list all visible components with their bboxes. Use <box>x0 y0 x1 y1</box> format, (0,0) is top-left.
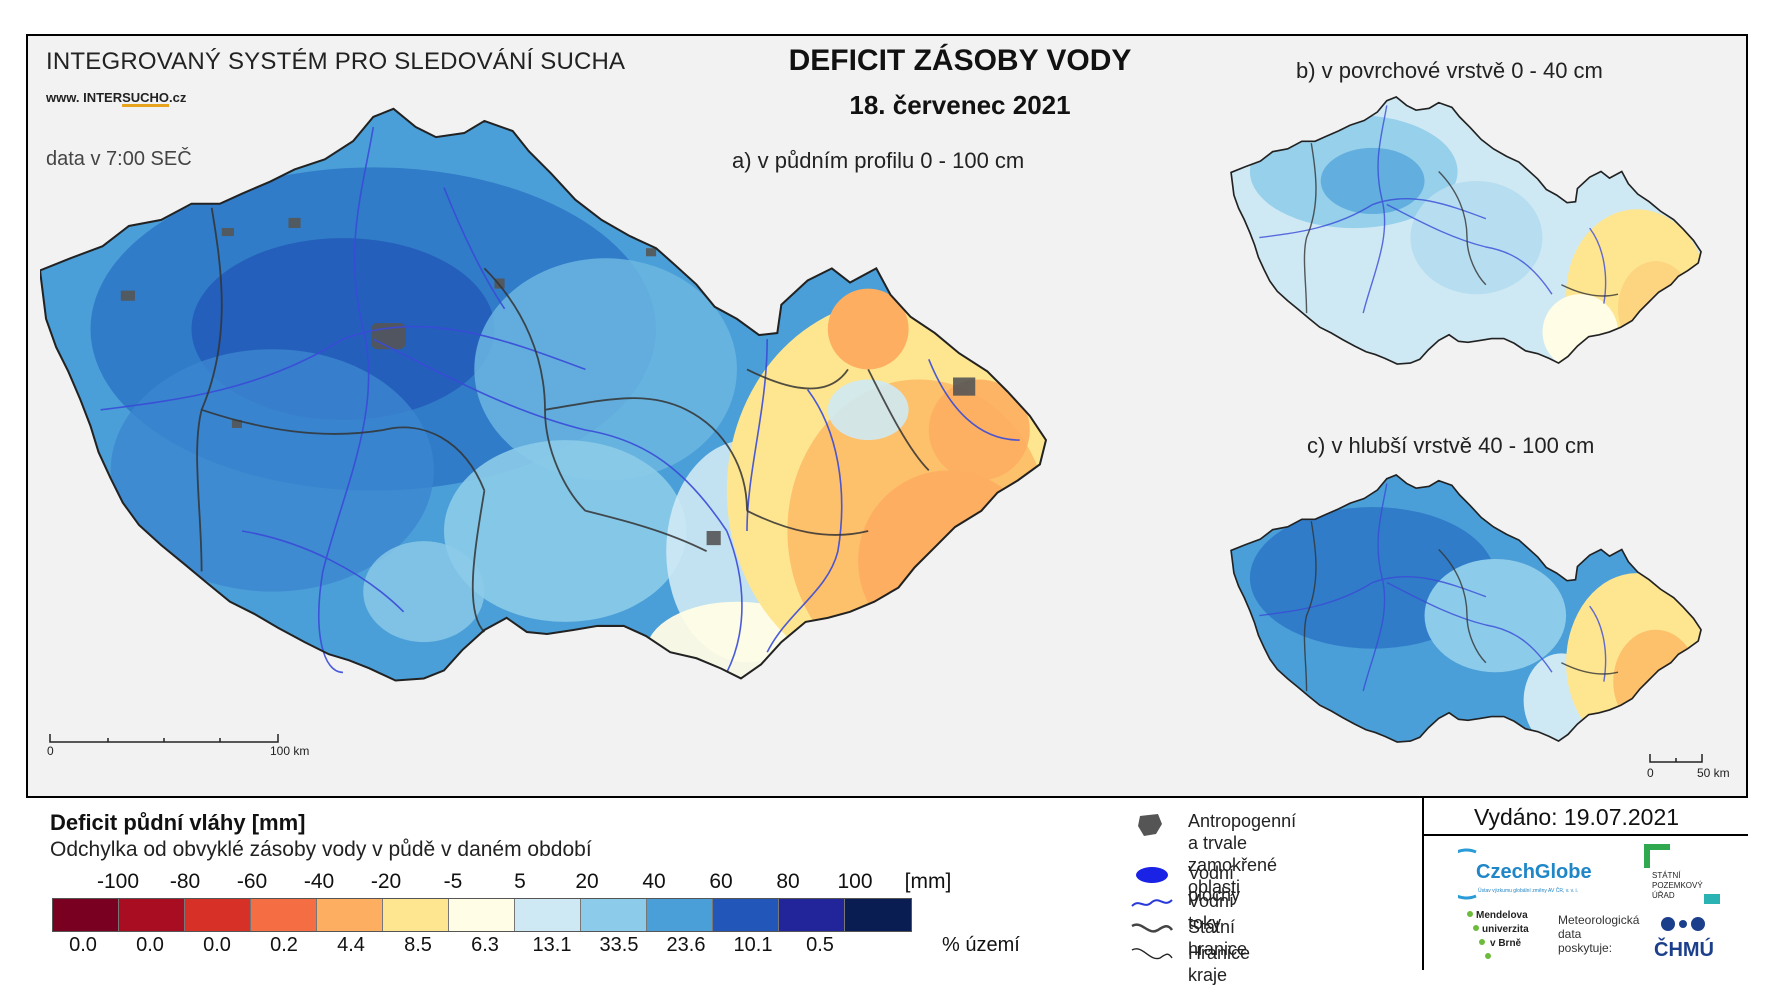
legend-color-swatch <box>581 899 647 931</box>
divider-horizontal <box>1422 834 1748 836</box>
map-a <box>40 107 1047 682</box>
legend-ticks: -100 -80 -60 -40 -20 -5 5 20 40 60 80 10… <box>52 870 982 898</box>
scale-bar-small <box>1649 754 1703 763</box>
svg-text:ČHMÚ: ČHMÚ <box>1654 937 1714 961</box>
river-icon <box>1130 890 1174 918</box>
legend-tick: 60 <box>709 870 733 893</box>
legend-tick: -20 <box>370 870 402 893</box>
svg-text:Mendelova: Mendelova <box>1476 910 1528 921</box>
scale-main-start: 0 <box>47 744 54 758</box>
mendelu-logo: Mendelova univerzita v Brně <box>1467 910 1529 959</box>
map-c-label: c) v hlubší vrstvě 40 - 100 cm <box>1307 433 1595 458</box>
legend-subtitle: Odchylka od obvyklé zásoby vody v půdě v… <box>50 838 592 861</box>
legend-tick: 40 <box>642 870 666 893</box>
issued-date: Vydáno: 19.07.2021 <box>1474 804 1680 830</box>
legend-panel <box>26 796 1748 970</box>
legend-row-region-border: Hranice kraje <box>1130 942 1250 986</box>
legend-row-river: Vodní toky <box>1130 890 1234 934</box>
legend-percentage: 0.0 <box>69 934 97 956</box>
legend-percentage: 13.1 <box>532 934 572 956</box>
legend-percentage: 23.6 <box>666 934 706 956</box>
legend-percentage: 0.0 <box>136 934 164 956</box>
legend-color-swatch <box>185 899 251 931</box>
divider-vertical <box>1422 796 1424 970</box>
scale-small-start: 0 <box>1647 766 1654 780</box>
spu-logo: STÁTNÍ POZEMKOVÝ ÚŘAD <box>1644 844 1720 904</box>
svg-text:poskytuje:: poskytuje: <box>1558 941 1612 955</box>
czechglobe-logo: CzechGlobe Ústav výzkumu globální změny … <box>1458 848 1592 900</box>
legend-percentage: 0.0 <box>203 934 231 956</box>
svg-text:Meteorologická: Meteorologická <box>1558 913 1640 927</box>
legend-color-swatch <box>845 899 911 931</box>
legend-color-swatch <box>251 899 317 931</box>
map-b-label: b) v povrchové vrstvě 0 - 40 cm <box>1296 58 1603 83</box>
scale-bar-main <box>49 734 279 743</box>
legend-percentage: 10.1 <box>733 934 773 956</box>
legend-percentage: 0.5 <box>806 934 834 956</box>
map-a-label: a) v půdním profilu 0 - 100 cm <box>732 148 1025 173</box>
legend-color-swatch <box>713 899 779 931</box>
legend-color-swatch <box>119 899 185 931</box>
legend-color-swatch <box>515 899 581 931</box>
map-b <box>1230 96 1702 365</box>
legend-color-swatch <box>779 899 845 931</box>
main-title: DEFICIT ZÁSOBY VODY <box>788 44 1132 77</box>
system-title: INTEGROVANÝ SYSTÉM PRO SLEDOVÁNÍ SUCHA <box>46 48 626 75</box>
legend-percentage: 6.3 <box>471 934 499 956</box>
legend-tick: 20 <box>575 870 599 893</box>
legend-row-water: Vodní plochy <box>1130 862 1240 906</box>
legend-river-label: Vodní toky <box>1188 891 1235 933</box>
legend-title: Deficit půdní vláhy [mm] <box>50 810 306 835</box>
legend-percentage: 4.4 <box>337 934 365 956</box>
region-border-icon <box>1130 942 1174 970</box>
legend-urban-label-2: zamokřené oblasti <box>1188 855 1278 897</box>
svg-text:POZEMKOVÝ: POZEMKOVÝ <box>1652 881 1703 890</box>
legend-urban-label-1: Antropogenní a trvale <box>1188 811 1297 853</box>
legend-row-state-border: Státní hranice <box>1130 916 1247 960</box>
state-border-icon <box>1130 916 1174 944</box>
svg-text:ÚŘAD: ÚŘAD <box>1652 891 1675 900</box>
legend-color-swatch <box>317 899 383 931</box>
svg-text:Ústav výzkumu globální změny A: Ústav výzkumu globální změny AV ČR, v. v… <box>1478 887 1578 894</box>
svg-text:v Brně: v Brně <box>1490 938 1522 949</box>
legend-state-border-label: Státní hranice <box>1188 917 1248 959</box>
svg-text:univerzita: univerzita <box>1482 924 1529 935</box>
percent-unit: % území <box>942 934 1020 956</box>
scale-small-end: 50 km <box>1697 766 1730 780</box>
legend-percentage: 33.5 <box>599 934 639 956</box>
map-c <box>1230 474 1702 743</box>
legend-tick: 100 <box>837 870 873 893</box>
legend-color-swatch <box>449 899 515 931</box>
legend-color-swatch <box>647 899 713 931</box>
legend-color-swatch <box>383 899 449 931</box>
data-time: data v 7:00 SEČ <box>46 148 192 170</box>
legend-tick: -40 <box>303 870 335 893</box>
website-link[interactable]: www. INTERSUCHO.cz <box>46 90 187 105</box>
legend-colorbar <box>52 898 912 932</box>
svg-text:data: data <box>1558 927 1582 941</box>
legend-percentage: 0.2 <box>270 934 298 956</box>
main-date: 18. červenec 2021 <box>849 90 1071 120</box>
legend-water-label: Vodní plochy <box>1188 863 1241 905</box>
legend-tick: -100 <box>96 870 140 893</box>
svg-text:STÁTNÍ: STÁTNÍ <box>1652 871 1681 880</box>
legend-tick: -60 <box>236 870 268 893</box>
urban-area-icon <box>1130 810 1174 838</box>
scale-main-end: 100 km <box>270 744 310 758</box>
legend-tick: 80 <box>776 870 800 893</box>
legend-row-urban: Antropogenní a trvale zamokřené oblasti <box>1130 810 1296 898</box>
water-body-icon <box>1130 862 1174 890</box>
legend-tick: -5 <box>443 870 463 893</box>
legend-region-border-label: Hranice kraje <box>1188 943 1251 985</box>
legend-tick: -80 <box>169 870 201 893</box>
legend-unit: [mm] <box>904 870 952 893</box>
legend-percentage: 8.5 <box>404 934 432 956</box>
chmu-logo: Meteorologická data poskytuje: ČHMÚ <box>1558 913 1714 961</box>
legend-color-swatch <box>53 899 119 931</box>
legend-tick: 5 <box>514 870 526 893</box>
svg-text:CzechGlobe: CzechGlobe <box>1476 861 1592 883</box>
